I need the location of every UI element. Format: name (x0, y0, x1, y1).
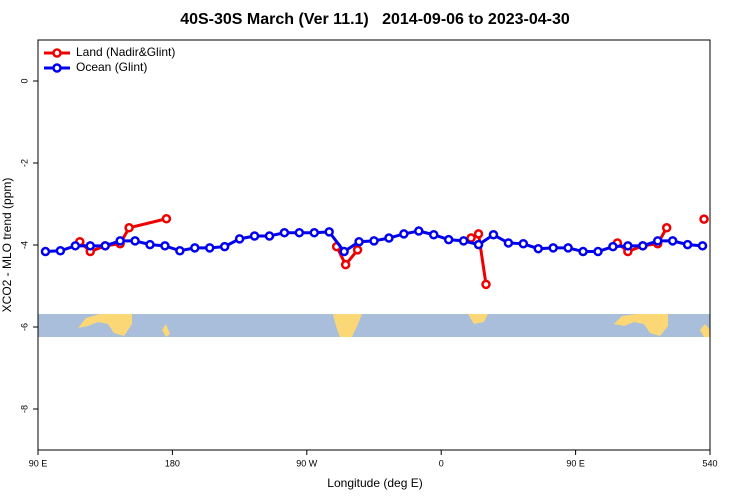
data-point (458, 236, 469, 246)
data-point (518, 239, 529, 249)
y-tick-label: -4 (19, 241, 29, 249)
data-point (488, 230, 499, 240)
data-point (428, 230, 439, 240)
y-tick-label: -2 (19, 159, 29, 167)
data-point (145, 239, 155, 250)
data-point (55, 245, 66, 256)
x-tick-label: 180 (165, 458, 180, 468)
data-point (608, 241, 618, 252)
data-point (682, 239, 693, 250)
data-point (40, 246, 51, 257)
data-point (309, 227, 320, 238)
data-point (115, 236, 125, 246)
data-point (354, 236, 364, 247)
data-point (473, 229, 484, 239)
data-point (563, 243, 573, 253)
data-point (399, 229, 409, 239)
legend-marker (52, 48, 62, 58)
data-point (384, 233, 394, 243)
data-point (160, 241, 170, 251)
data-point (533, 243, 544, 254)
data-point (294, 227, 305, 238)
data-point (593, 246, 603, 257)
legend-label: Land (Nadir&Glint) (76, 45, 175, 59)
data-point (466, 233, 476, 243)
data-point (85, 241, 96, 251)
data-point (161, 214, 172, 224)
data-point (340, 259, 351, 270)
chart-title: 40S-30S March (Ver 11.1) 2014-09-06 to 2… (180, 11, 570, 28)
data-point (70, 241, 81, 251)
data-point (473, 239, 484, 250)
x-axis-label: Longitude (deg E) (327, 476, 422, 490)
data-point (623, 241, 633, 251)
data-point (264, 231, 275, 241)
data-point (190, 243, 200, 253)
data-point (652, 236, 663, 246)
data-point (443, 234, 454, 245)
data-point (234, 234, 245, 244)
data-point (339, 246, 349, 257)
data-point (175, 245, 185, 256)
data-point (249, 231, 260, 241)
data-point (414, 226, 424, 236)
data-point (352, 245, 363, 255)
x-tick-label: 0 (439, 458, 444, 468)
y-axis-label: XCO2 - MLO trend (ppm) (0, 178, 14, 313)
x-tick-label: 540 (702, 458, 717, 468)
data-point (481, 279, 491, 290)
y-tick-label: -6 (19, 323, 29, 331)
data-point (503, 238, 514, 248)
data-point (578, 246, 588, 257)
data-point (548, 243, 558, 253)
data-point (219, 241, 230, 252)
data-point (279, 227, 290, 238)
x-tick-label: 90 E (566, 458, 585, 468)
x-tick-label: 90 W (296, 458, 318, 468)
data-point (124, 223, 134, 233)
legend-label: Ocean (Glint) (76, 60, 147, 74)
data-point (697, 241, 708, 251)
data-point (100, 241, 110, 251)
data-point (369, 236, 379, 246)
legend-marker (52, 63, 62, 73)
x-tick-label: 90 E (29, 458, 48, 468)
data-point (130, 236, 140, 246)
map-strip (38, 314, 710, 337)
data-point (661, 223, 672, 233)
data-point (699, 214, 709, 224)
data-point (204, 243, 215, 253)
y-tick-label: 0 (19, 78, 29, 83)
data-point (638, 241, 648, 251)
data-point (667, 236, 678, 246)
data-point (324, 227, 334, 237)
y-tick-label: -8 (19, 405, 29, 413)
